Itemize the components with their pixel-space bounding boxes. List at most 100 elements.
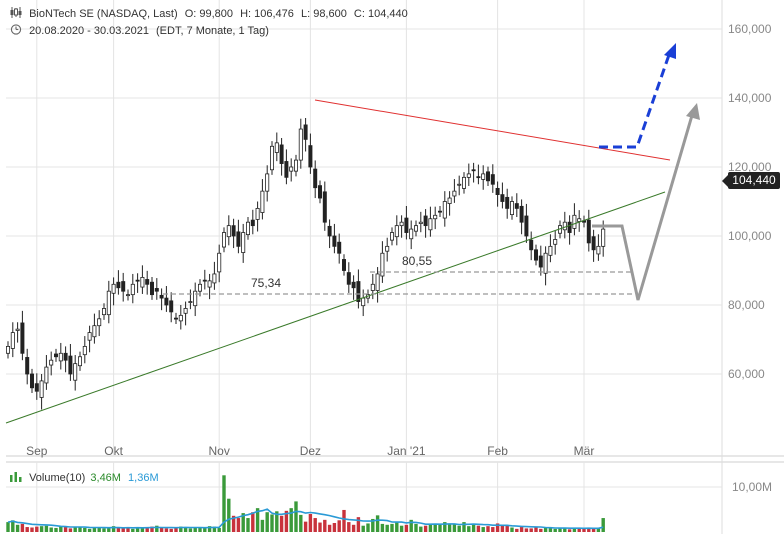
candle-down <box>485 171 490 182</box>
candle-down <box>63 352 68 361</box>
volume-bar-up <box>203 527 207 532</box>
candle-down <box>308 145 313 168</box>
overlays: 75,34 80,55 <box>5 43 700 424</box>
volume-bar-up <box>188 528 193 532</box>
volume-bar-down <box>150 526 154 532</box>
candle-down <box>476 176 481 179</box>
volume-bar-up <box>155 525 159 532</box>
candle-down <box>495 187 500 195</box>
candle-up <box>548 245 553 256</box>
volume-bar-down <box>351 524 356 532</box>
candle-up <box>562 221 567 231</box>
volume-bar-down <box>500 525 505 532</box>
date-range: 20.08.2020 - 30.03.2021 <box>29 25 149 37</box>
volume-bar-up <box>227 498 231 532</box>
candle-up <box>226 225 231 238</box>
volume-bar-up <box>380 523 385 532</box>
candle-up <box>375 273 380 291</box>
candle-up <box>197 283 202 292</box>
volume-bar-down <box>236 518 241 532</box>
candle-down <box>346 272 351 285</box>
volume-bar-up <box>92 527 97 532</box>
volume-bar-up <box>452 524 457 532</box>
volume-bar-down <box>279 515 284 532</box>
volume-bar-down <box>519 527 524 532</box>
candle-up <box>433 214 438 220</box>
volume-bar-down <box>529 528 533 532</box>
candle-down <box>337 241 342 254</box>
volume-bar-down <box>251 512 255 532</box>
volume-bar-up <box>390 523 394 532</box>
candle-down <box>169 300 174 313</box>
x-tick-label: Nov <box>209 444 230 458</box>
volume-bar-down <box>505 525 509 532</box>
candle-up <box>15 328 20 331</box>
volume-bar-up <box>241 513 245 532</box>
chart-subheader: 20.08.2020 - 30.03.2021 (EDT, 7 Monate, … <box>10 24 273 37</box>
candle-down <box>327 225 332 237</box>
volume-bar-down <box>567 529 572 532</box>
volume-bar-down <box>174 527 178 532</box>
candle-down <box>505 196 510 209</box>
volume-bar-down <box>164 528 169 532</box>
volume-bar-down <box>515 528 519 532</box>
volume-bar-up <box>87 528 92 532</box>
candle-up <box>44 366 49 384</box>
y-tick-label: 160,000 <box>728 22 772 36</box>
candle-up <box>385 245 390 252</box>
volume-bar-up <box>131 528 135 532</box>
candle-down <box>231 225 236 237</box>
x-tick-label: Mär <box>574 444 595 458</box>
open-value: O: 99,800 <box>184 8 234 20</box>
candle-up <box>428 218 433 231</box>
candle-down <box>54 353 59 358</box>
candle-down <box>567 221 572 233</box>
volume-bar-up <box>275 511 279 532</box>
candle-down <box>423 215 428 227</box>
candle-up <box>452 190 457 197</box>
volume-bar-up <box>73 526 77 532</box>
volume-panel <box>6 475 605 532</box>
volume-bar-up <box>563 527 567 532</box>
volume-bar-up <box>54 527 58 532</box>
time-axis: Sep Okt Nov Dez Jan '21 Feb Mär <box>26 444 594 458</box>
volume-bar-up <box>97 527 101 532</box>
volume-bar-down <box>68 528 73 532</box>
bar-chart-icon <box>10 472 22 482</box>
candle-up <box>409 228 414 240</box>
volume-bar-down <box>347 522 351 532</box>
candle-up <box>553 239 558 245</box>
volume-bar-down <box>25 527 29 532</box>
volume-ma-line <box>7 508 604 530</box>
volume-bar-up <box>510 527 514 532</box>
candle-up <box>269 145 274 171</box>
candle-up <box>370 283 375 291</box>
volume-bar-up <box>447 523 452 532</box>
volume-bar-up <box>399 525 404 532</box>
volume-bar-down <box>159 527 164 532</box>
volume-bar-down <box>30 527 34 532</box>
candle-up <box>543 252 548 274</box>
candle-up <box>106 290 111 316</box>
volume-bar-up <box>457 525 461 532</box>
volume-bar-up <box>111 526 116 532</box>
volume-bar-up <box>419 526 423 532</box>
candle-up <box>140 276 145 288</box>
volume-bar-down <box>423 525 428 532</box>
volume-bar-up <box>265 512 269 532</box>
volume-bar-down <box>231 515 236 532</box>
volume-bar-up <box>135 527 140 532</box>
candle-up <box>394 225 399 238</box>
volume-bar-up <box>428 523 433 532</box>
candle-up <box>97 318 102 327</box>
x-tick-label: Feb <box>487 444 508 458</box>
volume-bar-down <box>332 523 337 532</box>
candle-down <box>534 249 539 261</box>
candle-up <box>73 363 78 381</box>
timezone-note: (EDT, 7 Monate, 1 Tag) <box>156 25 269 37</box>
volume-bar-up <box>183 527 188 532</box>
candle-up <box>92 325 97 338</box>
candle-down <box>135 279 140 282</box>
candle-down <box>437 210 442 213</box>
candle-up <box>418 221 423 224</box>
